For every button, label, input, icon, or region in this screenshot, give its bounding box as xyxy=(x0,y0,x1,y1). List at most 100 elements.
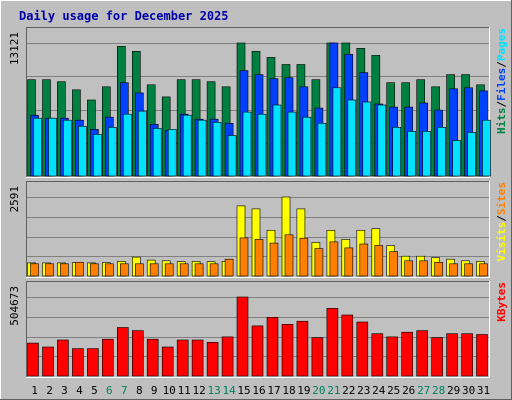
bar-sites-day-23 xyxy=(359,243,369,277)
bar-kbytes-day-3 xyxy=(57,339,69,377)
y-max-label: 13121 xyxy=(8,32,21,65)
bar-sites-day-21 xyxy=(329,241,339,277)
legend-files: Files xyxy=(495,68,508,101)
bar-pages-day-29 xyxy=(452,140,461,177)
bar-kbytes-day-24 xyxy=(371,333,384,377)
x-tick-label-day-1: 1 xyxy=(31,384,38,397)
bar-sites-day-6 xyxy=(105,263,114,277)
x-tick-label-day-9: 9 xyxy=(151,384,158,397)
x-tick-label-day-15: 15 xyxy=(237,384,250,397)
legend-sites: Sites xyxy=(495,182,508,215)
bar-kbytes-day-19 xyxy=(296,320,309,377)
bar-pages-day-7 xyxy=(123,113,132,177)
x-tick-label-day-20: 20 xyxy=(312,384,325,397)
bar-pages-day-22 xyxy=(347,99,357,177)
bar-sites-day-20 xyxy=(314,248,324,277)
bar-sites-day-29 xyxy=(449,263,458,277)
x-tick-label-day-26: 26 xyxy=(402,384,415,397)
bar-pages-day-11 xyxy=(182,114,192,177)
bar-pages-day-13 xyxy=(212,122,222,177)
x-tick-label-day-13: 13 xyxy=(207,384,220,397)
bar-pages-day-12 xyxy=(197,119,207,177)
bar-pages-day-9 xyxy=(152,128,162,177)
bar-kbytes-day-27 xyxy=(416,330,429,377)
bar-pages-day-24 xyxy=(377,104,387,177)
bar-kbytes-day-23 xyxy=(356,321,369,377)
x-tick-label-day-22: 22 xyxy=(342,384,355,397)
bar-pages-day-10 xyxy=(167,129,177,177)
bar-pages-day-18 xyxy=(287,111,297,177)
bar-kbytes-day-8 xyxy=(132,330,144,377)
bar-kbytes-day-21 xyxy=(326,308,339,377)
x-tick-label-day-14: 14 xyxy=(222,384,236,397)
bar-sites-day-1 xyxy=(30,263,39,277)
bar-kbytes-day-16 xyxy=(251,325,264,377)
bar-kbytes-day-18 xyxy=(281,323,294,377)
x-tick-label-day-28: 28 xyxy=(432,384,445,397)
bar-sites-day-28 xyxy=(434,261,443,277)
panel-bars xyxy=(27,42,491,177)
x-tick-label-day-10: 10 xyxy=(163,384,176,397)
bar-kbytes-day-25 xyxy=(386,336,399,377)
legend-separator: / xyxy=(495,215,508,222)
bar-sites-day-8 xyxy=(135,263,144,277)
panel-legend: KBytes xyxy=(495,282,508,322)
bar-sites-day-15 xyxy=(239,237,249,277)
x-tick-label-day-18: 18 xyxy=(282,384,295,397)
bar-pages-day-6 xyxy=(108,127,117,177)
bar-pages-day-17 xyxy=(272,104,282,177)
bar-sites-day-16 xyxy=(254,239,264,277)
x-tick-label-day-12: 12 xyxy=(192,384,205,397)
bar-pages-day-28 xyxy=(437,127,446,177)
x-tick-label-day-3: 3 xyxy=(61,384,68,397)
bar-kbytes-day-26 xyxy=(401,331,414,377)
bar-pages-day-14 xyxy=(227,135,237,177)
bar-kbytes-day-28 xyxy=(431,337,443,377)
bar-sites-day-26 xyxy=(404,260,414,277)
bar-kbytes-day-30 xyxy=(461,333,473,377)
bar-pages-day-3 xyxy=(63,119,72,177)
bar-sites-day-10 xyxy=(164,263,174,277)
x-tick-label-day-21: 21 xyxy=(327,384,340,397)
bar-sites-day-24 xyxy=(374,245,384,277)
bar-sites-day-9 xyxy=(149,263,159,277)
bar-kbytes-day-7 xyxy=(117,327,129,377)
bar-pages-day-5 xyxy=(93,134,102,177)
y-max-label: 504673 xyxy=(8,286,21,326)
bar-kbytes-day-11 xyxy=(176,339,189,377)
x-tick-label-day-8: 8 xyxy=(136,384,143,397)
x-axis-day-labels: 1 2 3 4 5 6 7 8 9 10 11 12 13 14 15 16 17 18 19 20 21 22 23 24 2… xyxy=(31,384,490,397)
bar-sites-day-22 xyxy=(344,247,354,277)
legend-pages: Pages xyxy=(495,28,508,61)
bar-sites-day-14 xyxy=(224,258,234,277)
x-tick-label-day-30: 30 xyxy=(462,384,475,397)
bar-kbytes-day-5 xyxy=(87,348,99,377)
bar-sites-day-7 xyxy=(120,263,129,277)
legend-hits: Hits xyxy=(495,108,508,135)
bar-kbytes-day-4 xyxy=(72,348,84,377)
x-tick-label-day-11: 11 xyxy=(178,384,191,397)
legend-separator: / xyxy=(495,101,508,108)
bar-pages-day-26 xyxy=(407,131,417,177)
bar-sites-day-13 xyxy=(209,263,219,277)
chart-panels: 13121Hits/Files/Pages2591Visits/Sites504… xyxy=(8,27,508,378)
bar-pages-day-2 xyxy=(48,117,57,177)
x-tick-label-day-17: 17 xyxy=(267,384,280,397)
bar-sites-day-27 xyxy=(419,260,429,277)
x-tick-label-day-2: 2 xyxy=(46,384,53,397)
x-tick-label-day-31: 31 xyxy=(477,384,490,397)
bar-sites-day-25 xyxy=(389,251,399,277)
bar-kbytes-day-2 xyxy=(42,346,54,377)
bar-kbytes-day-6 xyxy=(102,338,114,377)
bar-kbytes-day-12 xyxy=(191,339,204,377)
bar-pages-day-30 xyxy=(467,132,476,177)
x-tick-label-day-4: 4 xyxy=(76,384,83,397)
bar-pages-day-8 xyxy=(138,110,147,177)
bar-pages-day-25 xyxy=(392,127,402,177)
bar-pages-day-4 xyxy=(78,126,87,177)
bar-kbytes-day-13 xyxy=(206,341,219,377)
y-max-label: 2591 xyxy=(8,186,21,213)
